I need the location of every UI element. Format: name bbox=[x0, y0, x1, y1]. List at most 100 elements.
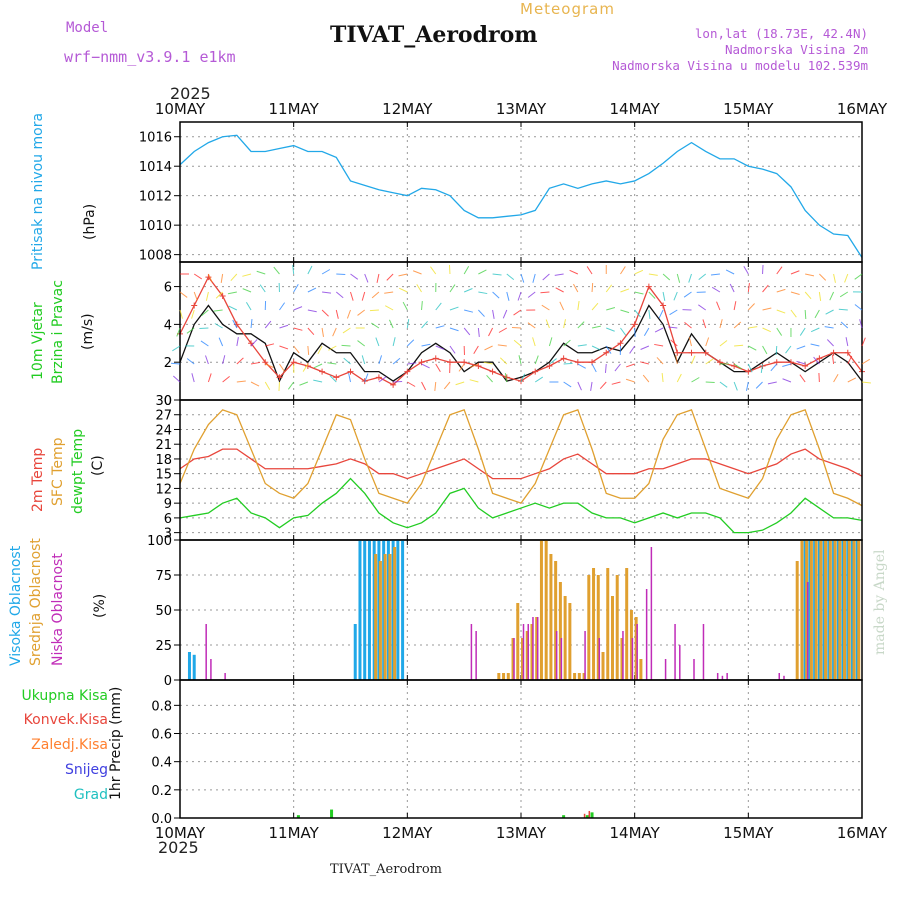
gust-marker bbox=[219, 293, 226, 300]
wind-arrow bbox=[179, 291, 188, 298]
wind-arrow bbox=[341, 344, 351, 347]
wind-arrow bbox=[250, 381, 260, 387]
wind-arrow bbox=[463, 327, 471, 336]
x-tick-label-bottom: 12MAY bbox=[382, 824, 433, 842]
wind-arrow bbox=[463, 288, 473, 293]
bar-mark bbox=[592, 568, 596, 680]
wind-arrow bbox=[688, 273, 692, 283]
y-tick-label: 0.8 bbox=[151, 699, 172, 714]
wind-arrow bbox=[477, 327, 480, 338]
wind-arrow bbox=[683, 291, 692, 298]
wind-arrow bbox=[518, 355, 522, 365]
wind-arrow bbox=[847, 377, 857, 383]
wind-arrow bbox=[386, 273, 394, 281]
gust-marker bbox=[319, 368, 326, 375]
wind-arrow bbox=[371, 322, 380, 329]
wind-arrow bbox=[818, 291, 822, 301]
bar-mark bbox=[828, 540, 832, 680]
bar-mark bbox=[596, 575, 600, 680]
wind-arrow bbox=[662, 291, 666, 301]
bar-mark bbox=[615, 575, 619, 680]
bar-mark bbox=[726, 673, 728, 680]
wind-arrow bbox=[577, 301, 580, 311]
gust-marker bbox=[830, 349, 837, 356]
bar-mark bbox=[634, 617, 638, 680]
bar-mark bbox=[625, 568, 629, 680]
wind-arrow bbox=[335, 309, 339, 319]
wind-arrow bbox=[506, 273, 515, 281]
wind-arrow bbox=[256, 270, 266, 275]
precip-legend-total: Ukupna Kisa bbox=[21, 688, 108, 704]
bar-mark bbox=[549, 554, 553, 680]
bar-mark bbox=[847, 540, 851, 680]
bar-mark bbox=[639, 659, 643, 680]
bar-mark bbox=[577, 673, 581, 680]
wind-arrow bbox=[577, 363, 586, 369]
wind-arrow bbox=[702, 319, 707, 329]
wind-arrow bbox=[228, 305, 238, 311]
wind-arrow bbox=[861, 381, 872, 384]
wind-arrow bbox=[605, 345, 612, 354]
wind-arrow bbox=[421, 363, 430, 369]
gust-marker bbox=[674, 349, 681, 356]
gust-marker bbox=[304, 362, 311, 369]
wind-arrow bbox=[688, 337, 692, 347]
series-line bbox=[179, 134, 863, 258]
y-tick-label: 1012 bbox=[139, 190, 172, 205]
wind-arrow bbox=[499, 357, 508, 365]
bar-mark bbox=[636, 624, 638, 680]
wind-arrow bbox=[814, 309, 820, 319]
wind-arrow bbox=[313, 363, 323, 369]
bar-mark bbox=[187, 652, 191, 680]
wind-arrow bbox=[805, 273, 815, 277]
wind-arrow bbox=[361, 291, 366, 301]
bar-mark bbox=[497, 673, 501, 680]
wind-arrow bbox=[220, 273, 224, 283]
wind-arrow bbox=[322, 291, 332, 294]
wind-arrow bbox=[236, 357, 244, 365]
bar-mark bbox=[629, 610, 633, 680]
wind-arrow bbox=[389, 319, 394, 329]
bar-mark bbox=[532, 617, 534, 680]
wind-arrow bbox=[242, 273, 252, 277]
gust-marker bbox=[631, 321, 638, 328]
wind-arrow bbox=[620, 309, 630, 314]
x-tick-label-bottom: 16MAY bbox=[837, 824, 888, 842]
wind-arrow bbox=[611, 381, 621, 385]
wind-arrow bbox=[604, 363, 607, 374]
wind-arrow bbox=[825, 309, 834, 315]
wind-arrow bbox=[833, 273, 836, 283]
wind-arrow bbox=[307, 309, 317, 313]
bar-mark bbox=[363, 540, 367, 680]
wind-arrow bbox=[497, 344, 507, 347]
y-tick-label: 0 bbox=[164, 674, 172, 689]
wind-arrow bbox=[299, 381, 309, 386]
wind-arrow bbox=[542, 273, 550, 281]
wind-arrow bbox=[839, 291, 849, 298]
y-tick-label: 15 bbox=[155, 468, 172, 483]
wind-arrow bbox=[691, 355, 696, 365]
wind-arrow bbox=[831, 355, 835, 365]
wind-arrow bbox=[230, 273, 238, 282]
gust-marker bbox=[745, 368, 752, 375]
wind-arrow bbox=[279, 363, 285, 372]
bar-mark bbox=[778, 673, 780, 680]
bar-mark bbox=[805, 540, 809, 680]
gust-marker bbox=[603, 349, 610, 356]
wind-arrow bbox=[332, 327, 337, 337]
bar-mark bbox=[521, 638, 524, 680]
wind-arrow bbox=[279, 345, 289, 350]
wind-arrow bbox=[563, 339, 571, 347]
footer-station-name: TIVAT_Aerodrom bbox=[330, 862, 442, 877]
bar-mark bbox=[601, 652, 605, 680]
gust-marker bbox=[432, 355, 439, 362]
wind-arrow bbox=[186, 327, 195, 334]
wind-arrow bbox=[719, 381, 728, 388]
gust-marker bbox=[844, 349, 851, 356]
wind-arrow bbox=[716, 301, 721, 311]
bar-mark bbox=[610, 596, 614, 680]
wind-arrow bbox=[711, 286, 721, 293]
wind-arrow bbox=[675, 355, 678, 365]
wind-arrow bbox=[563, 362, 573, 365]
wind-arrow bbox=[719, 340, 728, 347]
